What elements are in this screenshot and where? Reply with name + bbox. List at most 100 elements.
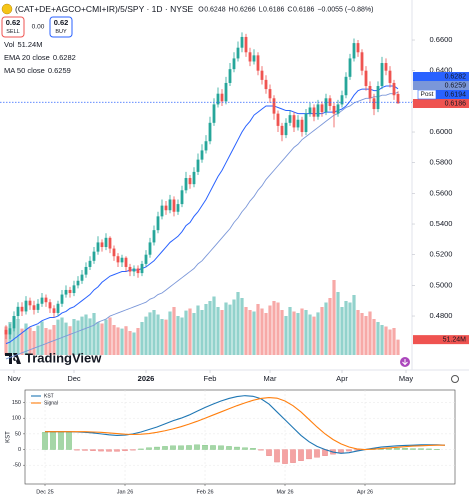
y-tick-label: 0.6000 xyxy=(430,127,453,136)
candle-body xyxy=(336,104,340,114)
candle-body xyxy=(240,36,244,48)
volume-bar xyxy=(196,305,200,355)
legend-label: Vol xyxy=(4,40,15,49)
histogram-bar xyxy=(218,445,224,450)
histogram-bar xyxy=(426,448,432,450)
candle-body xyxy=(388,70,392,83)
volume-bar xyxy=(392,328,396,355)
candle-body xyxy=(276,113,280,126)
volume-bar xyxy=(344,301,348,355)
histogram-bar xyxy=(122,449,128,451)
volume-bar xyxy=(64,322,68,355)
sell-button[interactable] xyxy=(1,16,25,38)
volume-bar xyxy=(44,328,48,355)
volume-bar xyxy=(216,307,220,355)
ohlc-value: 0.6186 xyxy=(263,6,285,13)
candle-body xyxy=(344,76,348,96)
volume-bar xyxy=(312,316,316,355)
candle-body xyxy=(228,69,232,83)
price-tag-label: 0.6282 xyxy=(445,73,467,80)
candle-body xyxy=(380,63,384,87)
candle-body xyxy=(20,306,24,312)
candle-body xyxy=(56,303,60,313)
histogram-bar xyxy=(338,449,344,453)
candle-body xyxy=(52,308,56,313)
candle-body xyxy=(132,268,136,272)
volume-bar xyxy=(104,319,108,355)
spread: 0.00 xyxy=(32,24,45,31)
volume-bar xyxy=(60,317,64,355)
volume-bar xyxy=(324,302,328,355)
candle-body xyxy=(304,113,308,133)
candle-body xyxy=(256,55,260,71)
histogram-bar xyxy=(74,449,80,451)
candle-body xyxy=(32,305,36,310)
series-line xyxy=(45,395,446,454)
price-tag xyxy=(413,99,469,109)
candle-body xyxy=(104,237,108,248)
buy-price: 0.62 xyxy=(54,18,69,27)
volume-bar xyxy=(128,331,132,355)
volume-bar xyxy=(348,302,352,355)
candle-body xyxy=(68,289,72,294)
candle-body xyxy=(72,285,76,294)
volume-bar xyxy=(332,280,336,355)
volume-bar xyxy=(144,316,148,355)
y-tick-label: 0.5000 xyxy=(430,280,453,289)
candle-body xyxy=(156,216,160,231)
candle-body xyxy=(272,98,276,114)
volume-bar xyxy=(88,318,92,355)
settings-icon[interactable] xyxy=(451,375,459,383)
scroll-arrow xyxy=(402,359,408,366)
histogram-bar xyxy=(138,448,144,450)
buy-button[interactable] xyxy=(49,16,73,38)
y-tick-label: -50 xyxy=(13,463,21,469)
ohlc-value: 0.6266 xyxy=(234,6,256,13)
histogram-bar xyxy=(170,445,176,450)
candle-body xyxy=(208,122,212,142)
x-tick-label: Feb xyxy=(204,374,217,383)
histogram-bar xyxy=(154,446,160,450)
volume-bar xyxy=(252,311,256,355)
candle-body xyxy=(268,89,272,99)
x-tick-label: Dec xyxy=(67,374,81,383)
histogram-bar xyxy=(58,432,64,450)
y-tick-label: 0.5800 xyxy=(430,158,453,167)
volume-bar xyxy=(72,319,76,355)
watermark: TradingView xyxy=(25,350,102,365)
volume-bar xyxy=(224,302,228,355)
candle-body xyxy=(364,70,368,87)
histogram-bar xyxy=(266,449,272,456)
volume-bar xyxy=(140,322,144,355)
histogram-bar xyxy=(306,449,312,460)
volume-bar xyxy=(156,314,160,355)
candle-body xyxy=(324,98,328,113)
volume-bar xyxy=(396,339,400,355)
volume-bar xyxy=(212,296,216,355)
candle-body xyxy=(320,104,324,113)
candle-body xyxy=(12,316,16,329)
kst-frame xyxy=(24,389,456,485)
y-tick-label: 0.5600 xyxy=(430,188,453,197)
legend-label: MA 50 close xyxy=(4,66,45,75)
candle-body xyxy=(248,52,252,62)
histogram-bar xyxy=(410,448,416,450)
candle-body xyxy=(180,190,184,205)
volume-bar xyxy=(16,319,20,355)
candle-body xyxy=(368,86,372,99)
candle-body xyxy=(60,294,64,304)
volume-tag xyxy=(413,335,469,345)
histogram-bar xyxy=(346,449,352,452)
candle-body xyxy=(204,141,208,151)
candle-body xyxy=(128,266,132,272)
candle-body xyxy=(372,98,376,110)
candle-body xyxy=(120,257,124,263)
candle-body xyxy=(308,107,312,114)
histogram-bar xyxy=(90,449,96,451)
candle-body xyxy=(80,274,84,281)
volume-bar xyxy=(68,326,72,355)
volume-bar xyxy=(360,313,364,355)
candle-body xyxy=(288,115,292,123)
legend-label: Signal xyxy=(44,400,58,406)
